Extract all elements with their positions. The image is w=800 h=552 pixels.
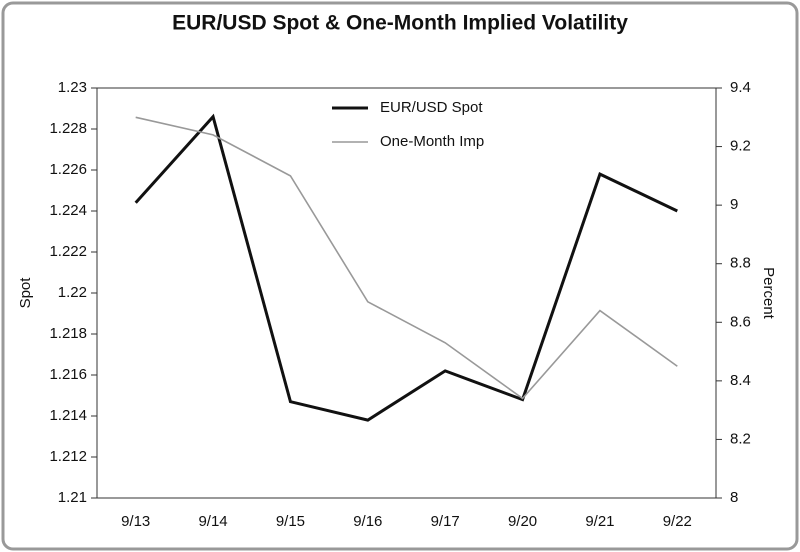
y2-tick-label: 8.8 xyxy=(730,255,751,272)
series-line xyxy=(135,116,678,400)
y-tick-label: 1.216 xyxy=(49,366,87,383)
y-tick-label: 1.23 xyxy=(58,79,87,96)
legend-label: EUR/USD Spot xyxy=(380,99,483,116)
chart-title: EUR/USD Spot & One-Month Implied Volatil… xyxy=(172,12,628,35)
x-tick-label: 9/15 xyxy=(276,513,305,530)
y2-tick-label: 8 xyxy=(730,489,738,506)
y-axis-label: Spot xyxy=(17,277,34,309)
y2-tick-label: 9.2 xyxy=(730,138,751,155)
x-tick-label: 9/14 xyxy=(198,513,227,530)
y-tick-label: 1.21 xyxy=(58,489,87,506)
y-tick-label: 1.218 xyxy=(49,325,87,342)
y-tick-label: 1.214 xyxy=(49,407,87,424)
y-tick-label: 1.212 xyxy=(49,448,87,465)
y2-tick-label: 9 xyxy=(730,196,738,213)
x-tick-label: 9/17 xyxy=(431,513,460,530)
x-tick-label: 9/21 xyxy=(585,513,614,530)
y2-tick-label: 8.4 xyxy=(730,372,751,389)
legend-label: One-Month Imp xyxy=(380,133,484,150)
x-tick-label: 9/22 xyxy=(663,513,692,530)
x-tick-label: 9/20 xyxy=(508,513,537,530)
y2-tick-label: 9.4 xyxy=(730,79,751,96)
y-tick-label: 1.22 xyxy=(58,284,87,301)
x-tick-label: 9/13 xyxy=(121,513,150,530)
x-tick-label: 9/16 xyxy=(353,513,382,530)
y2-tick-label: 8.2 xyxy=(730,430,751,447)
series-line xyxy=(134,113,678,422)
y-tick-label: 1.224 xyxy=(49,202,87,219)
y2-tick-label: 8.6 xyxy=(730,313,751,330)
y-tick-label: 1.222 xyxy=(49,243,87,260)
y-tick-label: 1.228 xyxy=(49,120,87,137)
y2-axis-label: Percent xyxy=(760,267,777,320)
y-tick-label: 1.226 xyxy=(49,161,87,178)
